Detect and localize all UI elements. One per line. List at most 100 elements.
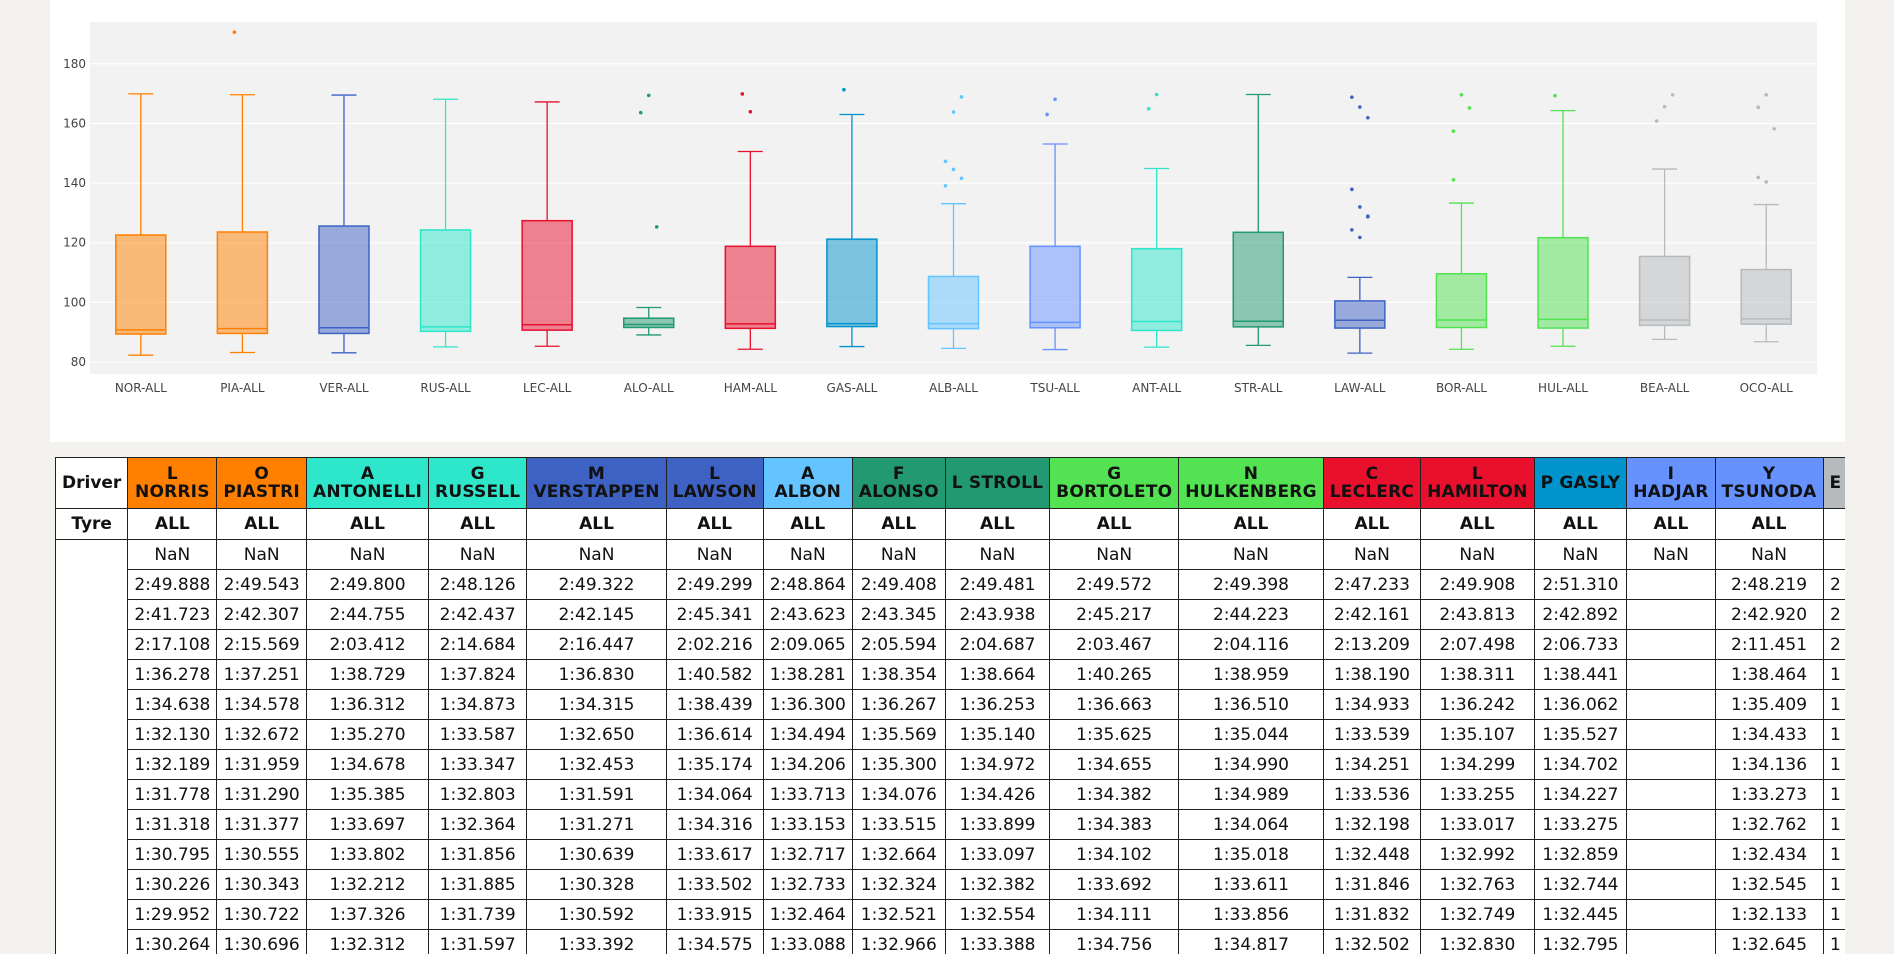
lap-time-cell: 1:37.251 bbox=[216, 659, 307, 690]
lap-time-cell: 2:04.116 bbox=[1178, 629, 1324, 660]
lap-time-cell: 1:31.290 bbox=[216, 779, 307, 810]
lap-time-cell: 1:33.915 bbox=[665, 899, 764, 930]
box-nor-all[interactable] bbox=[115, 93, 167, 356]
row-index-cell bbox=[55, 539, 129, 954]
tyre-cell: ALL bbox=[1322, 508, 1422, 540]
lap-time-cell: 1 bbox=[1822, 689, 1845, 720]
lap-time-cell: 1:33.697 bbox=[305, 809, 430, 840]
tyre-cell: ALL bbox=[1178, 508, 1324, 540]
lap-time-cell: 1 bbox=[1822, 869, 1845, 900]
lap-time-cell: 2:49.299 bbox=[665, 569, 764, 600]
lap-time-cell bbox=[1626, 869, 1716, 900]
box-hul-all[interactable] bbox=[1537, 93, 1589, 347]
box-alo-all[interactable] bbox=[622, 93, 675, 336]
boxplot-chart: 80 100 120 140 160 180 NOR-ALL PIA-ALL VER-ALL R… bbox=[50, 0, 1845, 442]
driver-initial: L bbox=[166, 464, 178, 484]
lap-time-cell bbox=[1626, 719, 1716, 750]
lap-time-cell: 1:33.088 bbox=[762, 929, 853, 954]
lap-time-cell: 2:42.892 bbox=[1533, 599, 1628, 630]
driver-initial: O bbox=[254, 464, 269, 484]
lap-time-cell: 1:32.382 bbox=[944, 869, 1051, 900]
driver-initial: A bbox=[801, 464, 815, 484]
lap-time-cell: 1 bbox=[1822, 839, 1845, 870]
iqr-box bbox=[1029, 245, 1081, 329]
lap-time-cell: 2:43.938 bbox=[944, 599, 1051, 630]
lap-time-cell: 1:34.102 bbox=[1049, 839, 1180, 870]
tyre-cell: ALL bbox=[1714, 508, 1824, 540]
lap-time-cell: 2:42.145 bbox=[526, 599, 667, 630]
lap-time-cell: 1:32.650 bbox=[526, 719, 667, 750]
lap-time-cell bbox=[1626, 839, 1716, 870]
lap-time-cell: 1:34.433 bbox=[1714, 719, 1824, 750]
lap-time-cell: 2:11.451 bbox=[1714, 629, 1824, 660]
iqr-box bbox=[318, 225, 370, 335]
lap-time-cell: 1:34.383 bbox=[1049, 809, 1180, 840]
lap-time-cell: 1:34.315 bbox=[526, 689, 667, 720]
lap-time-cell: 1:34.933 bbox=[1322, 689, 1422, 720]
driver-initial: N bbox=[1243, 464, 1259, 484]
lap-time-cell: 1:34.426 bbox=[944, 779, 1051, 810]
lap-time-cell: 2:09.065 bbox=[762, 629, 853, 660]
lap-time-cell: 1:38.354 bbox=[851, 659, 946, 690]
box-rus-all[interactable] bbox=[419, 98, 472, 348]
lap-time-cell: 1:31.846 bbox=[1322, 869, 1422, 900]
box-bor-all[interactable] bbox=[1435, 92, 1488, 350]
driver-header-cell: C LECLERC bbox=[1322, 457, 1422, 509]
lap-time-cell: 1:33.713 bbox=[762, 779, 853, 810]
iqr-box bbox=[1232, 231, 1285, 328]
lap-time-cell: NaN bbox=[762, 539, 853, 570]
table-row: 1:36.278 1:37.251 1:38.729 1:37.824 1:36.830… bbox=[56, 659, 1845, 690]
y-tick-label: 180 bbox=[63, 57, 86, 71]
table-row: 1:30.795 1:30.555 1:33.802 1:31.856 1:30.639… bbox=[56, 839, 1845, 870]
box-lec-all[interactable] bbox=[521, 101, 573, 347]
lap-time-cell: 1:38.959 bbox=[1178, 659, 1324, 690]
lap-time-cell: 1:34.064 bbox=[1178, 809, 1324, 840]
tyre-cell: ALL bbox=[1626, 508, 1716, 540]
driver-row-header: Driver bbox=[55, 457, 129, 509]
lap-time-cell: 1 bbox=[1822, 809, 1845, 840]
lap-time-cell: NaN bbox=[1420, 539, 1535, 570]
driver-surname: HAMILTON bbox=[1427, 482, 1528, 502]
box-str-all[interactable] bbox=[1232, 93, 1285, 347]
box-alb-all[interactable] bbox=[927, 95, 980, 349]
outlier-point bbox=[1366, 115, 1370, 120]
box-ant-all[interactable] bbox=[1130, 92, 1183, 348]
outlier-point bbox=[943, 183, 948, 188]
box-pia-all[interactable] bbox=[216, 30, 269, 354]
outlier-point bbox=[1358, 235, 1362, 240]
x-tick-label: STR-ALL bbox=[1234, 381, 1283, 395]
lap-time-cell: NaN bbox=[1533, 539, 1628, 570]
x-tick-label: BEA-ALL bbox=[1640, 381, 1690, 395]
lap-time-cell: 1:35.044 bbox=[1178, 719, 1324, 750]
driver-surname: ALONSO bbox=[858, 482, 939, 502]
lap-time-cell: 1:30.592 bbox=[526, 899, 667, 930]
lap-time-cell: 1:36.663 bbox=[1049, 689, 1180, 720]
lap-time-cell: 1:35.527 bbox=[1533, 719, 1628, 750]
box-bea-all[interactable] bbox=[1638, 92, 1691, 341]
driver-header-cell: A ALBON bbox=[762, 457, 853, 509]
box-gas-all[interactable] bbox=[826, 87, 878, 348]
lap-times-table-container[interactable]: Driver L NORRIS O PIASTRI A ANTONELLI G RUSSELL… bbox=[55, 457, 1845, 954]
driver-header-cell: F ALONSO bbox=[851, 457, 946, 509]
box-law-all[interactable] bbox=[1334, 95, 1386, 354]
driver-header-cell: E bbox=[1822, 457, 1845, 509]
lap-time-cell: 1:32.445 bbox=[1533, 899, 1628, 930]
iqr-box bbox=[724, 245, 777, 330]
tyre-cell: ALL bbox=[526, 508, 667, 540]
lap-time-cell: 1:32.992 bbox=[1420, 839, 1535, 870]
box-ham-all[interactable] bbox=[724, 92, 777, 350]
lap-time-cell: 1:34.575 bbox=[665, 929, 764, 954]
box-ver-all[interactable] bbox=[318, 94, 370, 354]
lap-time-cell: 1:30.343 bbox=[216, 869, 307, 900]
lap-time-cell: 2:51.310 bbox=[1533, 569, 1628, 600]
box-tsu-all[interactable] bbox=[1029, 97, 1081, 351]
outlier-point bbox=[1358, 105, 1362, 109]
lap-time-cell: 1:31.959 bbox=[216, 749, 307, 780]
box-oco-all[interactable] bbox=[1740, 92, 1792, 343]
lap-time-cell: 1:32.744 bbox=[1533, 869, 1628, 900]
x-tick-label: LEC-ALL bbox=[523, 381, 572, 395]
lap-time-cell: 2:44.223 bbox=[1178, 599, 1324, 630]
driver-initial: C bbox=[1365, 464, 1379, 484]
lap-time-cell: 1:35.140 bbox=[944, 719, 1051, 750]
lap-time-cell: NaN bbox=[665, 539, 764, 570]
